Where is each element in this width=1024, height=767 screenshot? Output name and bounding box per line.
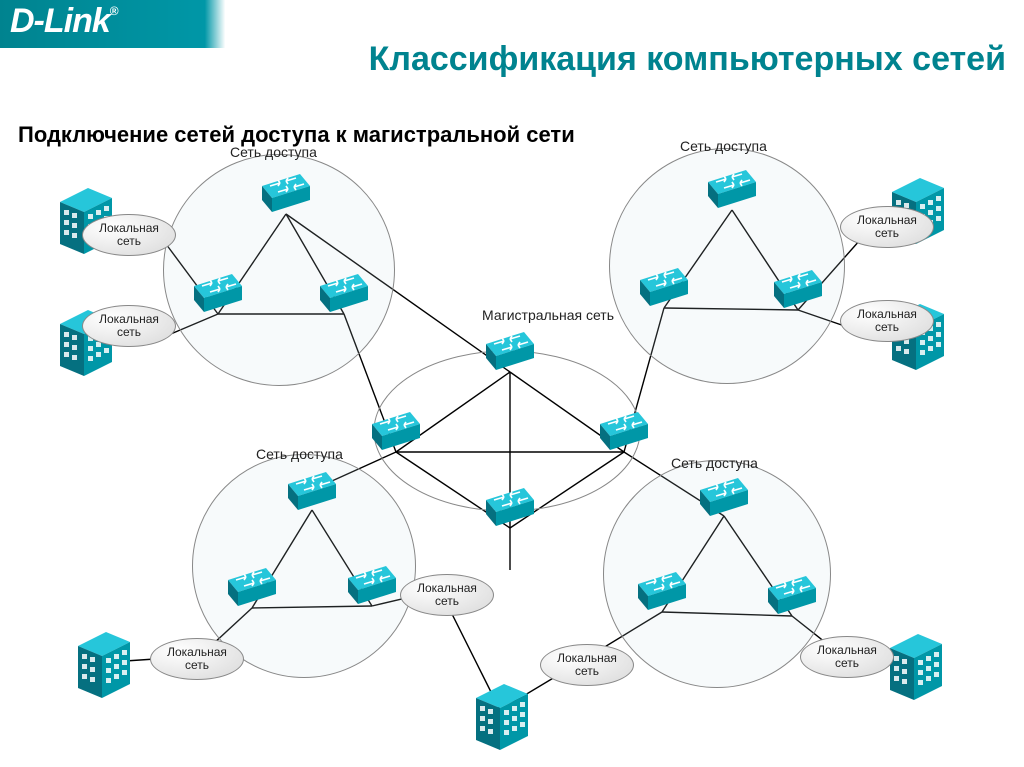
access-switch-icon <box>188 272 248 314</box>
access-switch-icon <box>256 172 316 214</box>
backbone-label: Магистральная сеть <box>482 307 614 323</box>
local-network-label: Локальнаясеть <box>840 206 934 248</box>
backbone-switch-icon <box>594 410 654 452</box>
backbone-switch-icon <box>480 486 540 528</box>
access-switch-icon <box>314 272 374 314</box>
access-switch-icon <box>342 564 402 606</box>
local-network-label: Локальнаясеть <box>540 644 634 686</box>
access-network-label: Сеть доступа <box>680 138 767 154</box>
logo: D-Link® <box>10 2 118 41</box>
local-network-label: Локальнаясеть <box>840 300 934 342</box>
network-diagram: Сеть доступаСеть доступаСеть доступаСеть… <box>0 150 1024 750</box>
building-icon <box>884 630 948 702</box>
building-icon <box>72 628 136 700</box>
local-network-label: Локальнаясеть <box>82 305 176 347</box>
access-switch-icon <box>762 574 822 616</box>
backbone-switch-icon <box>480 330 540 372</box>
access-network-label: Сеть доступа <box>671 455 758 471</box>
access-switch-icon <box>694 476 754 518</box>
local-network-label: Локальнаясеть <box>400 574 494 616</box>
building-icon <box>470 680 534 752</box>
local-network-label: Локальнаясеть <box>150 638 244 680</box>
access-network-label: Сеть доступа <box>256 446 343 462</box>
access-switch-icon <box>702 168 762 210</box>
access-network-label: Сеть доступа <box>230 144 317 160</box>
access-switch-icon <box>282 470 342 512</box>
logo-text: D-Link <box>10 2 110 40</box>
access-switch-icon <box>632 570 692 612</box>
access-switch-icon <box>634 266 694 308</box>
access-switch-icon <box>768 268 828 310</box>
access-switch-icon <box>222 566 282 608</box>
page-title: Классификация компьютерных сетей <box>286 42 1006 78</box>
local-network-label: Локальнаясеть <box>800 636 894 678</box>
logo-reg: ® <box>110 4 118 18</box>
backbone-switch-icon <box>366 410 426 452</box>
local-network-label: Локальнаясеть <box>82 214 176 256</box>
